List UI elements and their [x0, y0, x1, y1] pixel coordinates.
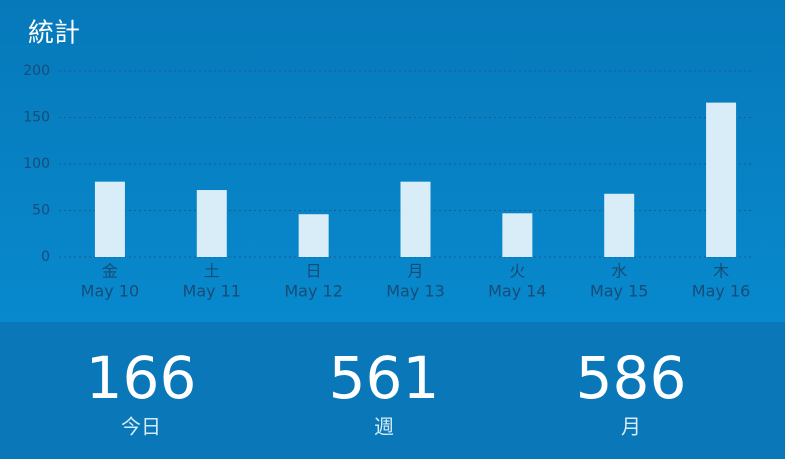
- y-tick-label: 150: [23, 110, 50, 126]
- x-tick-label: 火: [509, 262, 525, 281]
- y-tick-label: 100: [23, 156, 50, 172]
- stat-value: 166: [86, 344, 197, 412]
- stat-label: 今日: [121, 415, 161, 439]
- bar: [94, 181, 125, 257]
- stat-label: 週: [374, 415, 394, 439]
- x-tick-date: May 12: [284, 282, 343, 301]
- x-tick-date: May 14: [488, 282, 547, 301]
- stat-value: 586: [576, 344, 687, 412]
- bar: [604, 193, 635, 257]
- x-tick-date: May 13: [386, 282, 445, 301]
- y-tick-label: 50: [32, 203, 50, 219]
- x-tick-date: May 15: [590, 282, 649, 301]
- x-tick-label: 日: [306, 262, 322, 281]
- x-tick-label: 水: [611, 262, 627, 281]
- stats-panel: [0, 322, 785, 459]
- x-tick-date: May 10: [81, 282, 140, 301]
- x-tick-label: 土: [204, 262, 220, 281]
- bar: [298, 214, 329, 257]
- x-tick-label: 月: [407, 262, 423, 281]
- y-tick-label: 200: [23, 63, 50, 79]
- x-tick-label: 金: [102, 262, 118, 281]
- stat-value: 561: [329, 344, 440, 412]
- x-tick-date: May 16: [692, 282, 751, 301]
- x-tick-label: 木: [713, 262, 729, 281]
- bar: [706, 102, 737, 258]
- x-tick-date: May 11: [183, 282, 242, 301]
- bar: [196, 190, 227, 257]
- y-tick-label: 0: [41, 249, 50, 265]
- stat-label: 月: [621, 415, 641, 439]
- chart-panel: [0, 0, 785, 322]
- bar: [400, 181, 431, 257]
- title: 統計: [28, 19, 80, 49]
- bar: [502, 213, 533, 257]
